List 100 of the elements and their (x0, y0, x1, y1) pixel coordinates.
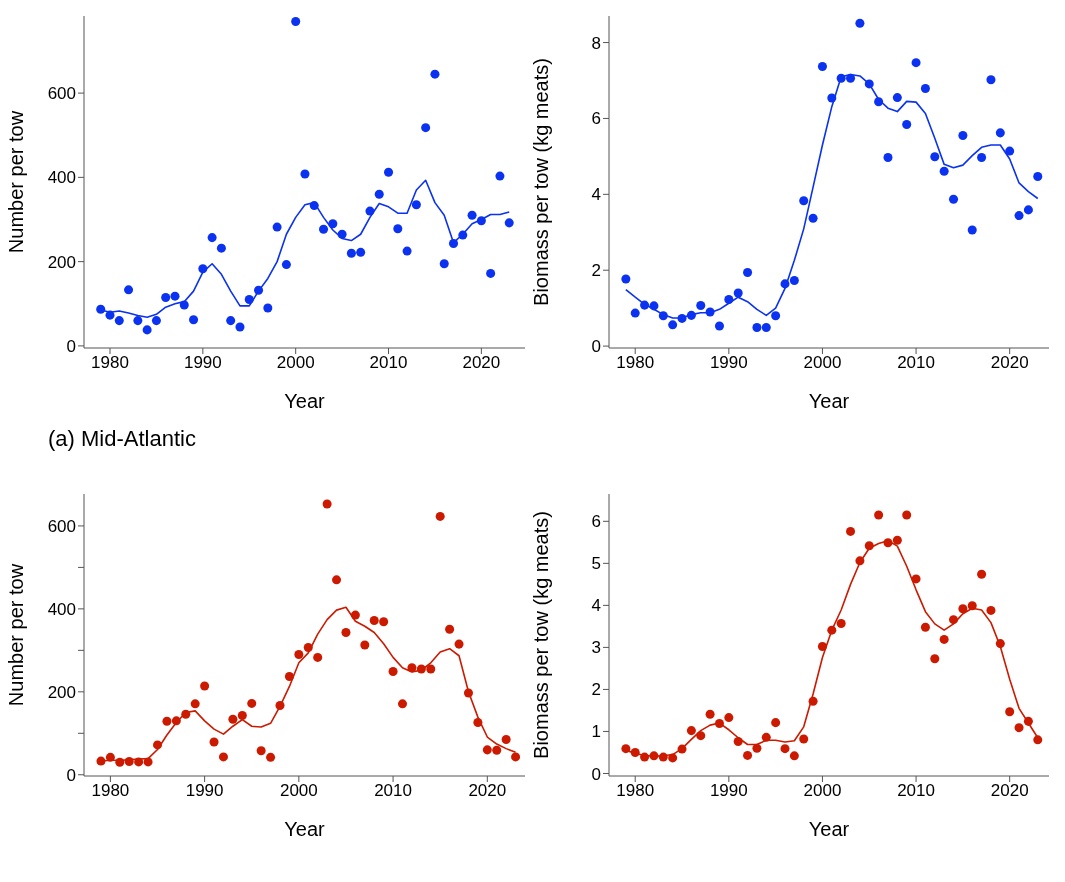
point (621, 744, 631, 754)
y-tick-label: 0 (66, 336, 76, 356)
point (151, 316, 161, 326)
point (350, 610, 360, 620)
point (668, 753, 678, 763)
point (761, 732, 771, 742)
point (313, 652, 323, 662)
x-tick-label: 1980 (91, 781, 130, 801)
point (161, 292, 171, 302)
point (892, 535, 902, 545)
y-tick-label: 0 (591, 337, 601, 357)
y-tick-label: 2 (591, 261, 601, 281)
point (761, 323, 771, 333)
y-axis-title: Number per tow (5, 563, 28, 707)
point (426, 664, 436, 674)
point (435, 511, 445, 521)
point (384, 167, 394, 177)
point (133, 316, 143, 326)
x-tick-label: 2020 (462, 353, 501, 373)
point (649, 751, 659, 761)
point (454, 639, 464, 649)
point (724, 294, 734, 304)
x-tick-label: 2000 (276, 353, 315, 373)
point (967, 225, 977, 235)
point (1033, 735, 1043, 745)
point (649, 301, 659, 311)
x-tick-label: 2020 (990, 781, 1029, 801)
point (705, 307, 715, 317)
x-tick-label: 2020 (990, 353, 1029, 373)
x-tick-label: 2010 (897, 781, 935, 801)
y-tick-label: 0 (66, 765, 76, 785)
y-tick-label: 1 (591, 722, 601, 742)
y-tick-label: 600 (47, 84, 76, 104)
point (949, 615, 959, 625)
point (179, 300, 189, 310)
x-axis-title: Year (808, 390, 850, 412)
point (743, 267, 753, 277)
point (836, 73, 846, 83)
point (949, 194, 959, 204)
point (1023, 716, 1033, 726)
point (630, 747, 640, 757)
point (658, 311, 668, 321)
point (458, 230, 468, 240)
point (393, 224, 403, 234)
point (482, 745, 492, 755)
point (855, 18, 865, 28)
point (640, 752, 650, 762)
point (958, 131, 968, 141)
point (911, 574, 921, 584)
point (504, 218, 514, 228)
point (341, 628, 351, 638)
point (237, 710, 247, 720)
point (124, 756, 134, 766)
point (1005, 146, 1015, 156)
y-tick-label: 4 (591, 185, 601, 205)
point (309, 201, 319, 211)
point (799, 196, 809, 206)
point (780, 744, 790, 754)
point (874, 510, 884, 520)
point (883, 153, 893, 163)
y-tick-label: 400 (47, 168, 76, 188)
point (216, 243, 226, 253)
point (416, 664, 426, 674)
point (200, 681, 210, 691)
point (379, 617, 389, 627)
point (143, 757, 153, 767)
point (939, 166, 949, 176)
y-tick-label: 200 (47, 682, 76, 702)
point (374, 189, 384, 199)
text: (a) Mid-Atlantic (47, 425, 197, 453)
point (275, 700, 285, 711)
point (337, 229, 347, 239)
point (356, 247, 366, 257)
point (864, 541, 874, 551)
point (995, 639, 1005, 649)
point (407, 663, 417, 673)
point (501, 735, 511, 745)
point (346, 248, 356, 258)
x-tick-label: 1990 (709, 781, 748, 801)
point (827, 625, 837, 635)
point (266, 752, 276, 762)
point (846, 526, 856, 536)
x-tick-label: 2010 (369, 353, 408, 373)
point (1005, 707, 1015, 717)
point (696, 301, 706, 311)
x-tick-label: 1980 (616, 781, 655, 801)
point (303, 642, 313, 652)
point (799, 734, 809, 744)
point (402, 246, 412, 256)
point (445, 624, 455, 634)
point (874, 97, 884, 107)
point (733, 737, 743, 747)
x-tick-label: 2010 (374, 781, 412, 801)
point (226, 316, 236, 326)
point (677, 313, 687, 323)
point (105, 752, 115, 762)
point (977, 153, 987, 163)
point (430, 69, 440, 79)
point (789, 275, 799, 285)
point (883, 538, 893, 548)
